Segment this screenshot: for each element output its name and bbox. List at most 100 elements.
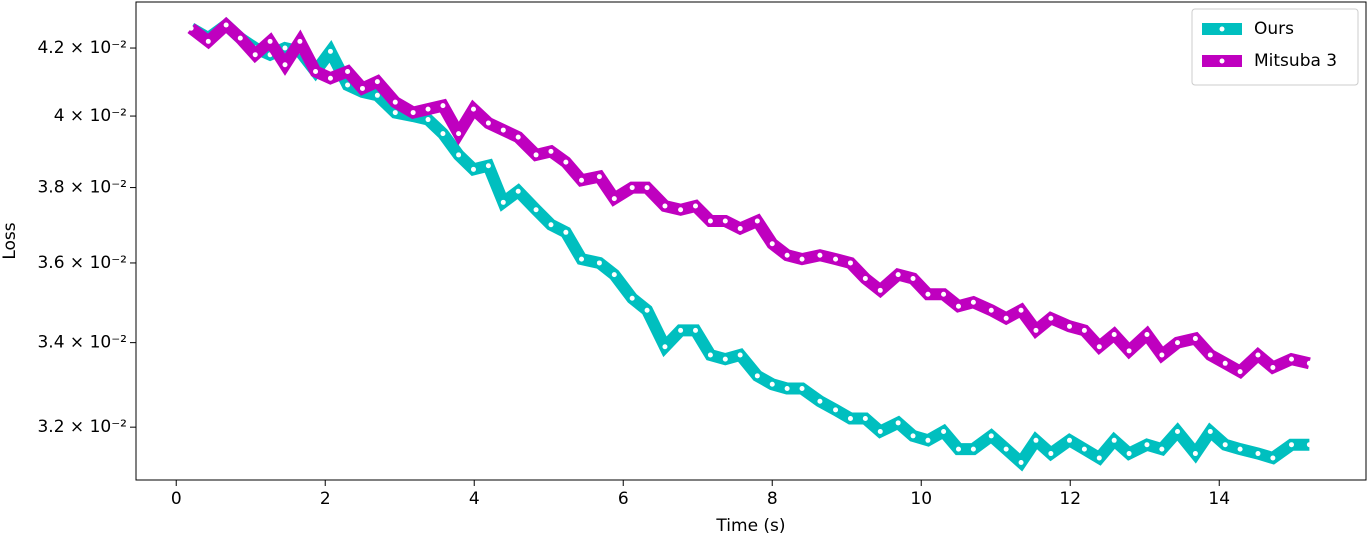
point-marker [1237,446,1243,452]
point-marker [1066,323,1072,329]
point-marker [754,373,760,379]
point-marker [611,272,617,278]
point-marker [862,276,868,282]
point-marker [1048,451,1054,457]
plot-frame [135,1,1367,481]
point-marker [425,117,431,123]
point-marker [722,218,728,224]
point-marker [1270,364,1276,370]
point-marker [470,106,476,112]
point-marker [188,25,194,31]
y-tick-label: 3.4 × 10⁻² [37,333,127,353]
legend-label: Mitsuba 3 [1254,51,1337,71]
point-marker [596,174,602,180]
point-marker [678,207,684,213]
point-marker [817,252,823,258]
point-marker [410,110,416,116]
y-tick-label: 4 × 10⁻² [54,106,127,126]
point-marker [1306,442,1312,448]
point-marker [456,152,462,158]
point-marker [392,99,398,105]
point-marker [970,446,976,452]
point-marker [374,79,380,85]
point-marker [1096,344,1102,350]
point-marker [579,256,585,262]
x-tick-label: 4 [469,489,480,509]
point-marker [1306,360,1312,366]
x-tick-label: 6 [618,489,629,509]
point-marker [925,437,931,443]
point-marker [1207,352,1213,358]
point-marker [470,166,476,172]
point-marker [1175,429,1181,435]
point-marker [895,272,901,278]
point-marker [500,127,506,133]
x-tick-label: 0 [171,489,182,509]
point-marker [988,307,994,313]
point-marker [440,103,446,109]
y-tick-label: 3.2 × 10⁻² [37,417,127,437]
point-marker [345,68,351,74]
point-marker [1003,446,1009,452]
point-marker [754,218,760,224]
point-marker [548,222,554,228]
point-marker [548,148,554,154]
point-marker [282,62,288,68]
x-tick-label: 14 [1208,489,1230,509]
point-marker [1207,429,1213,435]
point-marker [485,163,491,169]
point-marker [223,22,229,28]
point-marker [1144,331,1150,337]
point-marker [692,327,698,333]
x-tick-label: 8 [767,489,778,509]
point-marker [1126,451,1132,457]
point-marker [297,38,303,44]
x-tick-label: 2 [320,489,331,509]
point-marker [282,45,288,51]
point-marker [500,199,506,205]
point-marker [722,356,728,362]
point-marker [1237,369,1243,375]
point-marker [252,52,258,58]
point-marker [392,110,398,116]
point-marker [644,185,650,191]
point-marker [327,48,333,54]
series-line [188,17,1310,472]
point-marker [1144,442,1150,448]
point-marker [737,352,743,358]
point-marker [895,420,901,426]
point-marker [1018,307,1024,313]
point-marker [662,203,668,209]
point-marker [1288,442,1294,448]
y-tick-label: 3.6 × 10⁻² [37,253,127,273]
point-marker [970,299,976,305]
point-marker [1159,446,1165,452]
point-marker [533,152,539,158]
point-marker [1018,459,1024,465]
point-marker [1111,437,1117,443]
point-marker [833,407,839,413]
legend-label: Ours [1254,19,1294,39]
y-axis-label: Loss [0,222,20,259]
legend-marker [1219,58,1225,64]
point-marker [662,344,668,350]
point-marker [440,131,446,137]
y-tick-label: 4.2 × 10⁻² [37,38,127,58]
point-marker [629,185,635,191]
point-marker [817,398,823,404]
point-marker [629,295,635,301]
point-marker [644,307,650,313]
point-marker [1222,360,1228,366]
point-marker [1288,356,1294,362]
point-marker [1270,455,1276,461]
point-marker [877,429,883,435]
point-marker [847,260,853,266]
point-marker [769,241,775,247]
point-marker [1192,336,1198,342]
point-marker [925,291,931,297]
point-marker [359,85,365,91]
point-marker [515,188,521,194]
point-marker [1126,348,1132,354]
point-marker [1033,327,1039,333]
